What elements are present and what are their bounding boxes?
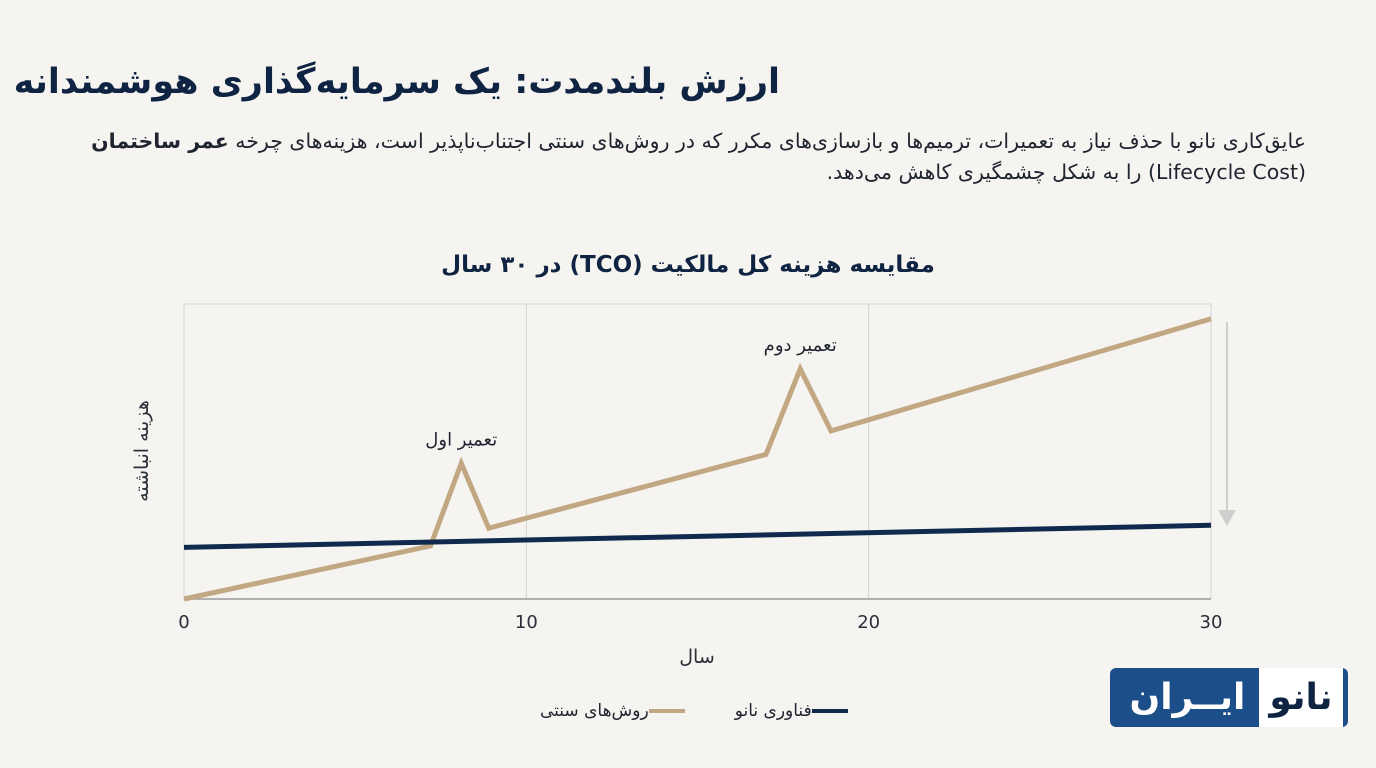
chart-legend: فناوری نانو روش‌های سنتی (500, 698, 858, 724)
subtitle-text: عایق‌کاری نانو با حذف نیاز به تعمیرات، ت… (228, 129, 1306, 153)
series-line-0 (183, 316, 1212, 602)
reduction-arrow-head (1218, 510, 1236, 526)
logo-text-iran: ایــران (1129, 677, 1246, 718)
brand-logo: نانو ایــران (1110, 668, 1348, 727)
page-title: ارزش بلندمدت: یک سرمایه‌گذاری هوشمندانه (13, 62, 780, 102)
plot-frame (183, 303, 1212, 600)
subtitle-text-end: (Lifecycle Cost) را به شکل چشمگیری کاهش … (826, 160, 1306, 184)
legend-swatch-traditional (648, 709, 685, 713)
x-tick-label-3: 30 (1200, 612, 1223, 633)
annotation-1: تعمیر دوم (764, 335, 837, 356)
x-tick-label-0: 0 (178, 612, 189, 633)
chart-title: مقایسه هزینه کل مالکیت (TCO) در ۳۰ سال (441, 252, 935, 278)
x-tick-label-1: 10 (515, 612, 538, 633)
legend-item-traditional: روش‌های سنتی (540, 701, 695, 721)
annotation-0: تعمیر اول (425, 429, 497, 450)
subtitle-bold-text: عمر ساختمان (91, 129, 229, 153)
x-axis-label: سال (679, 646, 715, 668)
series-line-1 (183, 522, 1212, 550)
page-subtitle: عایق‌کاری نانو با حذف نیاز به تعمیرات، ت… (60, 126, 1306, 188)
legend-label-nano: فناوری نانو (734, 701, 812, 721)
y-axis-label: هزینه انباشته (131, 400, 153, 502)
logo-text-nano: نانو (1259, 668, 1343, 727)
legend-label-traditional: روش‌های سنتی (540, 701, 649, 721)
legend-swatch-nano (811, 709, 848, 713)
x-tick-label-2: 20 (857, 612, 880, 633)
legend-item-nano: فناوری نانو (735, 701, 858, 721)
